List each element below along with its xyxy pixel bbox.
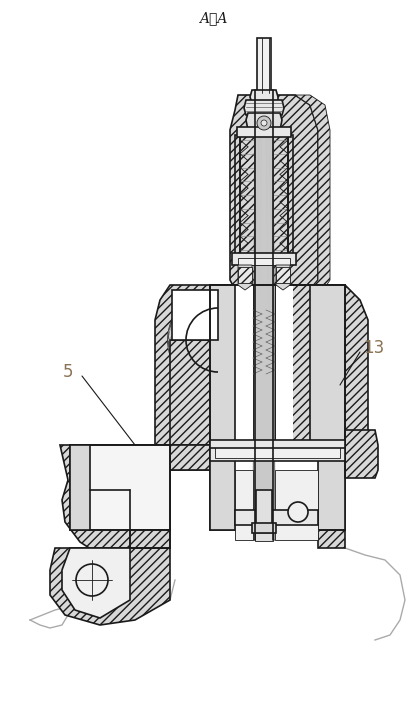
Bar bbox=[255, 533, 273, 541]
Polygon shape bbox=[210, 285, 345, 445]
Polygon shape bbox=[210, 445, 235, 530]
Text: A－A: A－A bbox=[199, 11, 227, 25]
Bar bbox=[238, 258, 290, 265]
Polygon shape bbox=[250, 90, 278, 103]
Text: 13: 13 bbox=[363, 339, 384, 357]
Circle shape bbox=[261, 120, 267, 126]
Bar bbox=[257, 38, 271, 93]
Polygon shape bbox=[318, 445, 345, 530]
Bar bbox=[235, 135, 240, 255]
Polygon shape bbox=[310, 285, 345, 445]
Polygon shape bbox=[295, 95, 330, 295]
Polygon shape bbox=[246, 113, 282, 135]
Polygon shape bbox=[60, 445, 170, 555]
Polygon shape bbox=[50, 548, 170, 625]
Bar bbox=[237, 127, 291, 137]
Circle shape bbox=[257, 116, 271, 130]
Polygon shape bbox=[210, 285, 235, 445]
Bar bbox=[276, 267, 290, 283]
Polygon shape bbox=[235, 470, 253, 540]
Polygon shape bbox=[155, 285, 368, 470]
Polygon shape bbox=[276, 265, 290, 290]
Text: 5: 5 bbox=[63, 363, 73, 381]
Polygon shape bbox=[244, 100, 284, 115]
Bar bbox=[238, 267, 252, 283]
Bar bbox=[253, 285, 275, 445]
Polygon shape bbox=[230, 95, 318, 295]
Polygon shape bbox=[170, 445, 210, 470]
Polygon shape bbox=[318, 530, 345, 548]
Polygon shape bbox=[130, 530, 170, 548]
Bar bbox=[232, 253, 296, 265]
Polygon shape bbox=[70, 445, 170, 530]
Bar bbox=[252, 523, 276, 533]
Circle shape bbox=[76, 564, 108, 596]
Polygon shape bbox=[170, 340, 218, 445]
Bar bbox=[288, 135, 293, 255]
Polygon shape bbox=[70, 445, 90, 530]
Polygon shape bbox=[210, 445, 345, 530]
Bar bbox=[210, 443, 345, 461]
Bar bbox=[215, 446, 340, 458]
Polygon shape bbox=[172, 290, 218, 340]
Polygon shape bbox=[238, 265, 252, 290]
Polygon shape bbox=[253, 90, 275, 540]
Polygon shape bbox=[345, 430, 378, 478]
Polygon shape bbox=[235, 510, 318, 525]
Bar bbox=[210, 440, 345, 448]
Bar bbox=[235, 285, 293, 470]
Circle shape bbox=[288, 502, 308, 522]
Bar bbox=[256, 490, 272, 525]
Polygon shape bbox=[62, 548, 130, 618]
Polygon shape bbox=[275, 470, 318, 540]
Wedge shape bbox=[168, 290, 218, 390]
